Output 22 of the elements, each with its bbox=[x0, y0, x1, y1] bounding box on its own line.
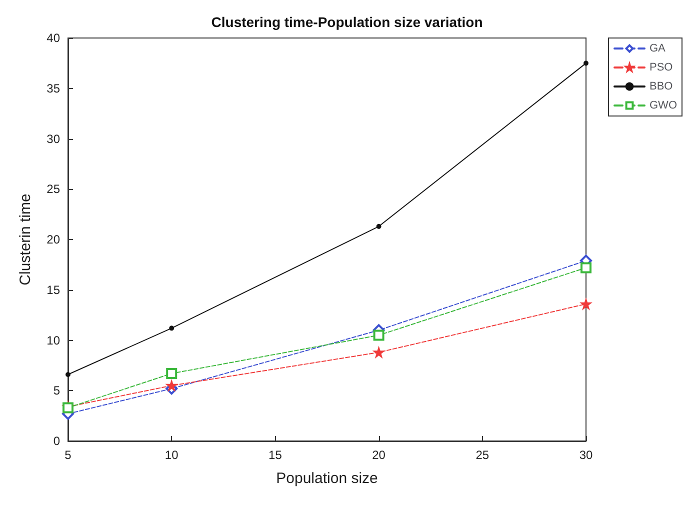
y-tick-label: 20 bbox=[46, 232, 60, 246]
x-tick-label: 20 bbox=[372, 448, 386, 462]
x-tick-label: 5 bbox=[64, 448, 72, 462]
y-tick-label: 0 bbox=[53, 434, 60, 448]
x-tick-label: 10 bbox=[164, 448, 179, 462]
chart-title: Clustering time-Population size variation bbox=[211, 14, 483, 30]
y-tick-label: 35 bbox=[46, 81, 60, 96]
legend-label: BBO bbox=[650, 80, 674, 92]
legend-label: GA bbox=[650, 42, 666, 54]
x-tick-label: 15 bbox=[268, 448, 282, 462]
y-tick-label: 10 bbox=[46, 333, 60, 348]
y-tick-label: 15 bbox=[46, 282, 60, 297]
x-tick-label: 25 bbox=[476, 448, 490, 462]
y-tick-label: 30 bbox=[46, 132, 60, 146]
x-tick-label: 30 bbox=[579, 448, 593, 462]
y-tick-label: 40 bbox=[46, 31, 60, 45]
y-axis-title: Clusterin time bbox=[17, 194, 34, 286]
legend-label: PSO bbox=[650, 62, 674, 74]
y-tick-label: 5 bbox=[53, 384, 60, 398]
y-tick-label: 25 bbox=[46, 182, 60, 196]
x-axis-title: Population size bbox=[276, 470, 378, 487]
legend-label: GWO bbox=[650, 100, 678, 112]
